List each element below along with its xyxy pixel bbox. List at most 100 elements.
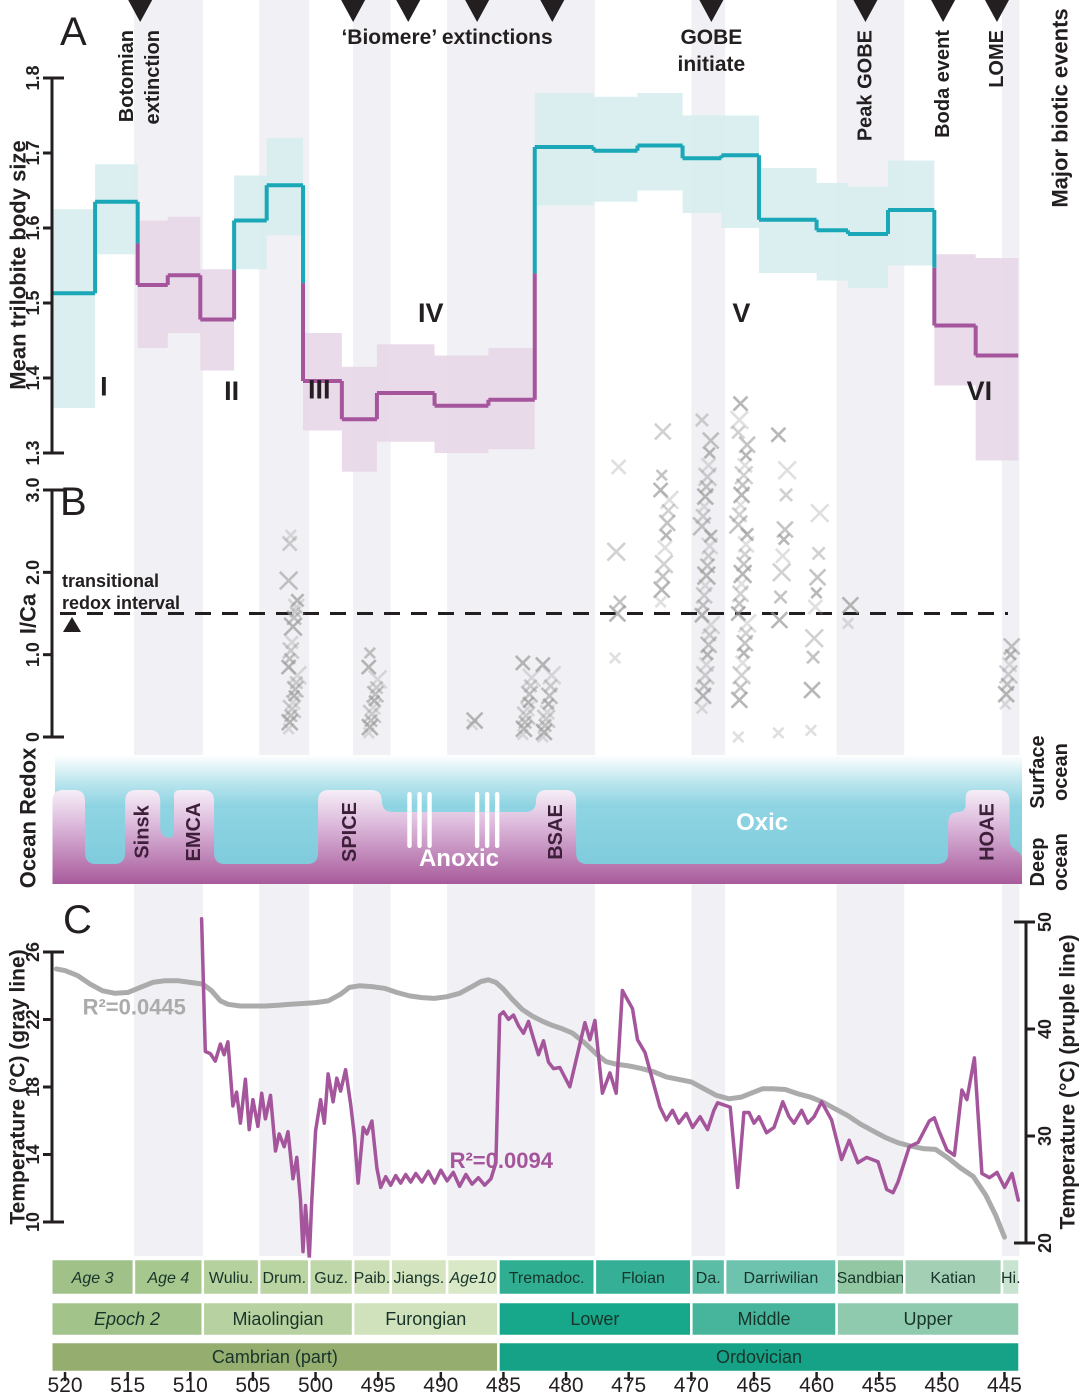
series-box bbox=[835, 1300, 1021, 1338]
axis-tick-label: 22 bbox=[23, 1009, 43, 1029]
interval-label-II: II bbox=[224, 376, 239, 406]
ica-data-point bbox=[807, 598, 824, 615]
deep-ocean-label: ocean bbox=[1050, 833, 1072, 891]
series-label: Lower bbox=[570, 1309, 619, 1329]
panel-c-right-axis: 50 40 30 20 bbox=[1014, 912, 1055, 1253]
ica-data-point bbox=[287, 598, 306, 616]
axis-tick-label: 1.3 bbox=[23, 440, 43, 465]
ica-data-point bbox=[361, 718, 379, 736]
ica-data-point bbox=[803, 681, 821, 699]
ica-data-point bbox=[776, 520, 794, 539]
event-label: ‘Biomere’ extinctions bbox=[341, 26, 552, 49]
series-box bbox=[690, 1300, 838, 1338]
stage-label: Katian bbox=[930, 1270, 975, 1287]
axis-tick-label: 1.5 bbox=[23, 290, 43, 315]
ocean-redox-axis-title: Ocean Redox bbox=[16, 747, 41, 888]
time-axis-tick-label: 485 bbox=[486, 1374, 521, 1394]
ica-data-point bbox=[738, 435, 756, 454]
redox-event-label-spice: SPICE bbox=[339, 802, 361, 862]
ica-data-point bbox=[730, 691, 749, 709]
ica-data-point bbox=[284, 635, 299, 650]
ica-data-point bbox=[654, 595, 667, 609]
ica-data-point bbox=[729, 410, 750, 430]
redox-event-label-hoae: HOAE bbox=[977, 803, 999, 861]
event-arrow-icon bbox=[931, 0, 956, 22]
ica-data-point bbox=[695, 665, 715, 685]
system-box bbox=[50, 1340, 500, 1374]
ica-data-point bbox=[806, 650, 821, 665]
stage-stripe bbox=[447, 0, 499, 1256]
stage-box bbox=[1000, 1257, 1021, 1297]
panel-a-y-axis: 1.8 1.7 1.6 1.5 1.4 1.3 bbox=[23, 65, 64, 466]
ica-data-point bbox=[694, 413, 709, 428]
stage-stripe bbox=[353, 0, 391, 1256]
ica-data-point bbox=[701, 431, 720, 450]
ica-data-point bbox=[734, 465, 754, 485]
ica-data-point bbox=[283, 708, 298, 723]
ica-data-point bbox=[810, 586, 823, 600]
panel-c-right-axis-title: Temperature (°C) (pruple line) bbox=[1057, 934, 1080, 1229]
ica-data-point bbox=[771, 562, 792, 583]
time-axis-tick-label: 465 bbox=[736, 1374, 771, 1394]
ica-data-point bbox=[290, 593, 305, 608]
stage-box bbox=[445, 1257, 500, 1297]
ica-data-point bbox=[363, 713, 378, 728]
ica-data-point bbox=[1000, 677, 1015, 692]
ica-data-point bbox=[699, 479, 714, 494]
axis-tick-label: 1.6 bbox=[23, 215, 43, 240]
event-arrow-icon bbox=[341, 0, 366, 22]
oxic-pulse-slit bbox=[417, 792, 422, 848]
axis-tick-label: 0 bbox=[23, 732, 43, 742]
event-label: Peak GOBE bbox=[854, 30, 876, 141]
ica-data-point bbox=[608, 651, 622, 665]
time-axis-tick-label: 520 bbox=[48, 1374, 83, 1394]
ica-data-point bbox=[543, 678, 558, 693]
ica-data-point bbox=[731, 584, 750, 603]
time-axis-tick-label: 510 bbox=[173, 1374, 208, 1394]
ica-data-point bbox=[283, 652, 296, 665]
axis-line bbox=[1014, 920, 1028, 1245]
ica-data-point bbox=[998, 697, 1012, 711]
purple-confidence-band bbox=[303, 333, 535, 472]
axis-tick-label: 14 bbox=[23, 1144, 43, 1164]
ica-data-point bbox=[514, 654, 531, 671]
interval-label-I: I bbox=[100, 371, 108, 401]
stage-label: Sandbian bbox=[837, 1270, 905, 1287]
ica-data-point bbox=[770, 426, 787, 443]
axis-tick-label: 1.7 bbox=[23, 140, 43, 165]
series-label: Miaolingian bbox=[232, 1309, 323, 1329]
event-label: Botomian bbox=[116, 30, 138, 122]
threshold-marker-triangle bbox=[63, 617, 81, 632]
ica-data-point bbox=[731, 425, 746, 440]
ica-data-point bbox=[739, 449, 753, 462]
stage-label: Age10 bbox=[449, 1270, 496, 1287]
purple-temperature-line bbox=[199, 917, 1021, 1260]
ica-data-point bbox=[515, 719, 533, 738]
surface-ocean-label: ocean bbox=[1050, 743, 1072, 801]
event-label: GOBE bbox=[680, 26, 742, 49]
ica-data-point bbox=[523, 678, 538, 693]
ica-data-point bbox=[536, 709, 556, 729]
axis-tick-label: 20 bbox=[1035, 1233, 1055, 1253]
stage-label: Floian bbox=[621, 1270, 665, 1287]
stage-label: Hi. bbox=[1001, 1270, 1021, 1287]
axis-tick-label: 1.0 bbox=[23, 642, 43, 667]
series-box bbox=[201, 1300, 355, 1338]
ica-data-point bbox=[735, 556, 752, 573]
ica-data-point bbox=[697, 467, 718, 487]
ocean-redox-ribbon: Sinsk EMCA SPICE Anoxic BSAE Oxic HOAE bbox=[52, 755, 1023, 884]
event-label: LOME bbox=[986, 30, 1008, 88]
axis-tick-label: 26 bbox=[23, 942, 43, 962]
panel-b-y-axis: 3.0 2.0 1.0 0 bbox=[23, 477, 64, 742]
ica-data-point bbox=[360, 659, 377, 675]
ica-data-point bbox=[278, 570, 299, 591]
ica-data-point bbox=[281, 535, 298, 552]
ica-data-point bbox=[701, 648, 714, 661]
ica-data-point bbox=[697, 678, 712, 693]
oxic-pulse-slit bbox=[494, 792, 500, 848]
ica-data-point bbox=[702, 549, 715, 562]
time-axis-tick-label: 450 bbox=[924, 1374, 959, 1394]
ica-data-point bbox=[540, 687, 559, 705]
oxic-pulse-slit bbox=[484, 792, 490, 848]
